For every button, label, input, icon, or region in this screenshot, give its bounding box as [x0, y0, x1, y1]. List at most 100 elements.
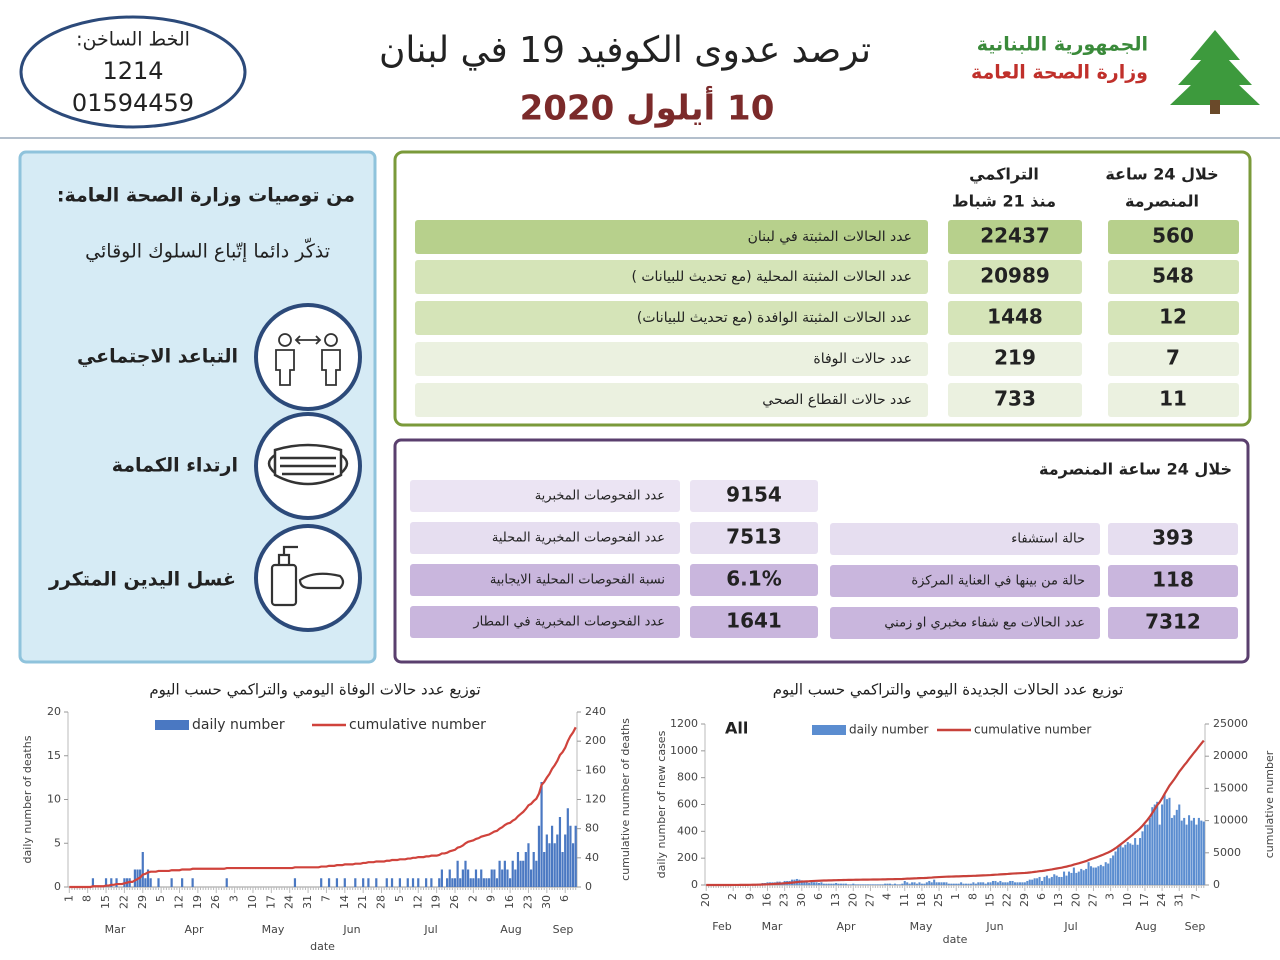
x-tick-label: 23 — [778, 893, 791, 907]
y-tick-label: 600 — [677, 798, 698, 811]
row-label-cell — [415, 301, 928, 335]
daily-bar — [459, 878, 462, 887]
x-tick-label: 16 — [761, 893, 774, 907]
daily-bar — [1134, 838, 1137, 885]
daily-bar — [967, 883, 970, 885]
daily-bar — [879, 884, 882, 885]
y-tick-label: 800 — [677, 771, 698, 784]
daily-bar — [529, 869, 533, 887]
daily-bar — [942, 882, 945, 885]
daily-bar — [564, 834, 567, 887]
month-label: Jul — [423, 923, 437, 936]
daily-bar — [815, 882, 818, 885]
daily-bar — [947, 883, 950, 885]
daily-bar — [935, 882, 938, 885]
x-tick-label: 10 — [246, 895, 259, 909]
x-tick-label: 5 — [154, 895, 167, 902]
daily-bar — [553, 843, 556, 887]
x-tick-label: 15 — [984, 893, 997, 907]
daily-bar — [1178, 804, 1181, 885]
daily-bar — [527, 843, 530, 887]
daily-bar — [1185, 824, 1188, 885]
daily-bar — [840, 883, 843, 885]
x-tick-label: 23 — [521, 895, 534, 909]
daily-bar — [320, 878, 323, 887]
x-tick-label: 12 — [173, 895, 186, 909]
month-label: Jul — [1063, 920, 1077, 933]
daily-bar — [857, 884, 860, 885]
y-tick-label: 1200 — [670, 717, 698, 730]
daily-bar — [835, 882, 838, 885]
daily-bar — [1121, 847, 1124, 885]
month-label: Jun — [985, 920, 1003, 933]
daily-bar — [1082, 870, 1085, 885]
daily-bar — [1045, 875, 1048, 885]
daily-bar — [1161, 804, 1164, 885]
x-tick-label: 12 — [411, 895, 424, 909]
daily-bar — [558, 817, 562, 887]
daily-bar — [146, 869, 150, 887]
daily-bar — [979, 882, 982, 885]
daily-bar — [508, 878, 512, 887]
hotline-label: الخط الساخن: — [76, 29, 190, 51]
row-value: 118 — [1152, 568, 1194, 592]
row-value-cell — [1108, 565, 1238, 597]
x-tick-label: 7 — [319, 895, 332, 902]
daily-value: 12 — [1159, 305, 1187, 329]
daily-bar — [170, 878, 173, 887]
hotline-frame — [19, 15, 247, 129]
daily-bar — [1116, 847, 1120, 885]
x-tick-label: 3 — [1104, 893, 1117, 900]
cumulative-value: 1448 — [987, 305, 1043, 329]
cumulative-value: 22437 — [980, 224, 1050, 248]
daily-bar — [1119, 844, 1122, 885]
daily-bar — [456, 860, 459, 887]
y-tick-label: 5 — [54, 836, 61, 849]
month-label: Mar — [762, 920, 783, 933]
x-tick-label: 17 — [264, 895, 277, 909]
daily-bar — [1126, 842, 1129, 885]
daily-bar — [940, 882, 943, 885]
legend-label: daily number — [192, 717, 285, 733]
daily-bar — [984, 883, 987, 885]
daily-bar — [474, 869, 478, 887]
daily-bar — [566, 808, 569, 887]
daily-bar — [881, 884, 884, 885]
y2-tick-label: 40 — [585, 851, 599, 864]
distance-icon — [254, 303, 362, 411]
cumulative-value: 733 — [994, 387, 1036, 411]
x-tick-label: 13 — [829, 893, 842, 907]
x-tick-label: 13 — [1052, 893, 1065, 907]
daily-bar — [417, 878, 420, 887]
daily-bar — [920, 883, 923, 885]
x-tick-label: 6 — [812, 893, 825, 900]
daily-bar — [1124, 844, 1127, 885]
x-tick-label: 31 — [301, 895, 314, 909]
ministry-name: الجمهورية اللبنانية — [977, 34, 1148, 56]
daily-bar — [1026, 880, 1029, 885]
daily-bar — [1192, 817, 1195, 885]
row-value: 1641 — [726, 609, 782, 633]
y2-tick-label: 15000 — [1213, 781, 1248, 794]
daily-bar — [1067, 871, 1070, 885]
x-tick-label: 16 — [503, 895, 516, 909]
daily-bar — [859, 884, 862, 885]
daily-bar — [1114, 851, 1117, 885]
daily-bar — [1141, 831, 1144, 885]
daily-bar — [1131, 844, 1134, 885]
daily-bar — [820, 882, 823, 885]
daily-bar — [367, 878, 370, 887]
daily-bar — [535, 860, 538, 887]
tests-title: خلال 24 ساعة المنصرمة — [1039, 460, 1232, 479]
legend-swatch — [812, 725, 846, 735]
y-axis-label: daily number of new cases — [655, 730, 668, 878]
x-tick-label: 19 — [430, 895, 443, 909]
y2-tick-label: 200 — [585, 734, 606, 747]
row-value-cell — [1108, 523, 1238, 555]
x-tick-label: 31 — [1172, 893, 1185, 907]
daily-bar — [362, 878, 365, 887]
daily-bar — [898, 884, 901, 885]
y-tick-label: 15 — [47, 749, 61, 762]
month-label: May — [262, 923, 285, 936]
x-tick-label: 18 — [915, 893, 928, 907]
